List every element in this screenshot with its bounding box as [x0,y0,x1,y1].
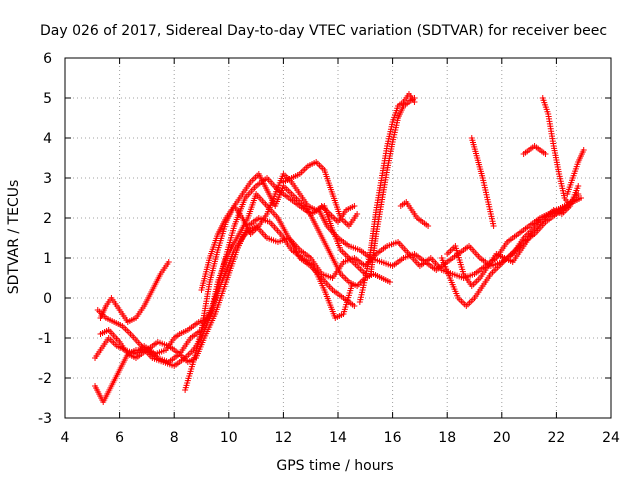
data-series [468,135,497,229]
data-point-marker [386,279,393,285]
y-tick-label: 3 [43,171,52,187]
y-tick-label: 1 [43,251,52,267]
y-tick-label: 2 [43,211,52,227]
y-axis-title: SDTVAR / TECUs [6,180,22,295]
data-series [97,215,355,365]
data-series [318,203,358,225]
y-tick-label: -2 [38,371,52,387]
data-point-marker [351,303,358,309]
data-series [564,147,587,197]
data-series [97,259,172,325]
data-point-marker [425,223,432,229]
x-tick-label: 20 [493,430,511,446]
data-point-marker [577,195,584,201]
y-tick-label: 5 [43,91,52,107]
data-point-marker [165,259,172,265]
x-tick-label: 6 [115,430,124,446]
x-tick-label: 22 [547,430,565,446]
y-tick-label: 4 [43,131,52,147]
data-series [397,199,432,229]
data-series [539,95,574,209]
data-point-marker [575,183,582,189]
data-point-marker [354,211,361,217]
x-tick-label: 24 [602,430,620,446]
data-point-marker [351,203,358,209]
y-tick-label: -1 [38,331,52,347]
x-tick-label: 4 [61,430,70,446]
x-tick-label: 16 [384,430,402,446]
data-series [520,143,549,157]
x-tick-label: 12 [274,430,292,446]
data-point-marker [490,223,497,229]
y-tick-label: -3 [38,411,52,427]
x-tick-label: 14 [329,430,347,446]
data-point-marker [580,147,587,153]
x-tick-label: 8 [170,430,179,446]
data-point-marker [542,151,549,157]
y-tick-label: 0 [43,291,52,307]
x-tick-label: 10 [220,430,238,446]
chart-title: Day 026 of 2017, Sidereal Day-to-day VTE… [40,23,607,39]
x-axis-title: GPS time / hours [276,458,393,474]
data-layer [92,91,587,405]
y-tick-label: 6 [43,51,52,67]
data-point-marker [575,191,582,197]
data-series [444,183,582,289]
data-point-marker [411,95,418,101]
x-tick-label: 18 [438,430,456,446]
data-series [367,95,418,277]
